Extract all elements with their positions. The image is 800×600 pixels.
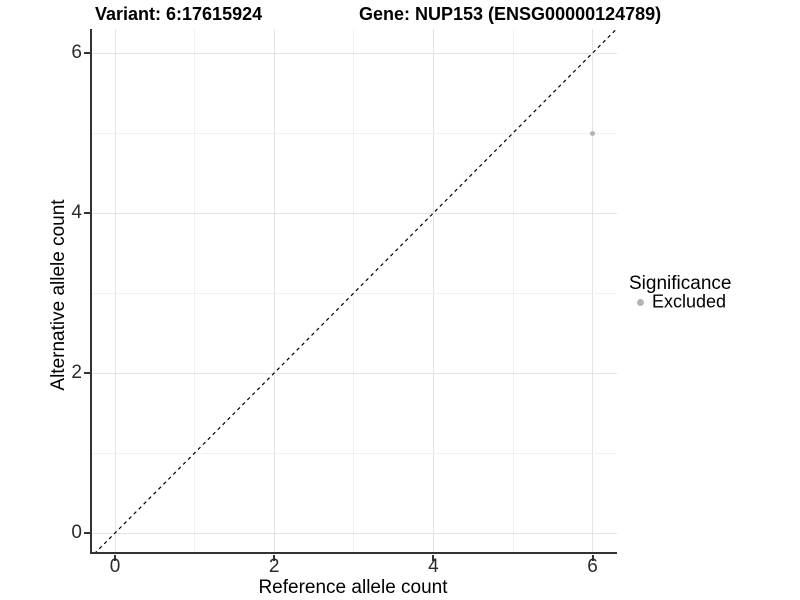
x-tick-label: 0	[109, 556, 121, 577]
x-axis-tick	[273, 555, 276, 561]
legend-item-label: Excluded	[652, 291, 727, 312]
data-point	[590, 130, 596, 136]
y-axis-tick	[84, 212, 90, 214]
x-axis-tick	[114, 555, 116, 561]
y-axis-tick	[84, 372, 90, 374]
y-axis-tick	[84, 52, 90, 54]
plot-title-gene: Gene: NUP153 (ENSG00000124789)	[359, 4, 662, 24]
y-gridline-major	[92, 532, 617, 534]
legend-title: Significance	[629, 273, 732, 294]
x-tick-label: 4	[428, 556, 439, 577]
x-tick-label: 6	[587, 556, 598, 577]
x-gridline-major	[114, 29, 116, 552]
x-gridline-minor	[194, 29, 196, 552]
legend-key-dot-icon	[637, 299, 644, 306]
x-axis-tick	[591, 555, 594, 561]
y-tick-label: 0	[71, 522, 82, 543]
y-axis-tick	[84, 532, 90, 534]
y-gridline-minor	[92, 132, 617, 134]
y-gridline-major	[92, 52, 617, 54]
y-gridline-minor	[92, 452, 617, 454]
y-gridline-major	[92, 212, 617, 214]
y-gridline-major	[92, 372, 617, 374]
plot-panel	[90, 29, 617, 554]
y-tick-label: 4	[71, 202, 82, 223]
identity-reference-line	[95, 29, 617, 552]
x-gridline-major	[273, 29, 275, 552]
x-gridline-major	[592, 29, 594, 552]
y-tick-label: 2	[71, 362, 82, 383]
x-gridline-minor	[353, 29, 355, 552]
y-axis-title: Alternative allele count	[48, 199, 69, 391]
y-gridline-minor	[92, 292, 617, 294]
x-gridline-minor	[512, 29, 514, 552]
x-tick-label: 2	[268, 556, 280, 577]
x-axis-tick	[432, 555, 435, 561]
x-gridline-major	[432, 29, 434, 552]
x-axis-title: Reference allele count	[258, 577, 448, 598]
plot-title-variant: Variant: 6:17615924	[95, 4, 263, 24]
y-tick-label: 6	[71, 42, 82, 63]
